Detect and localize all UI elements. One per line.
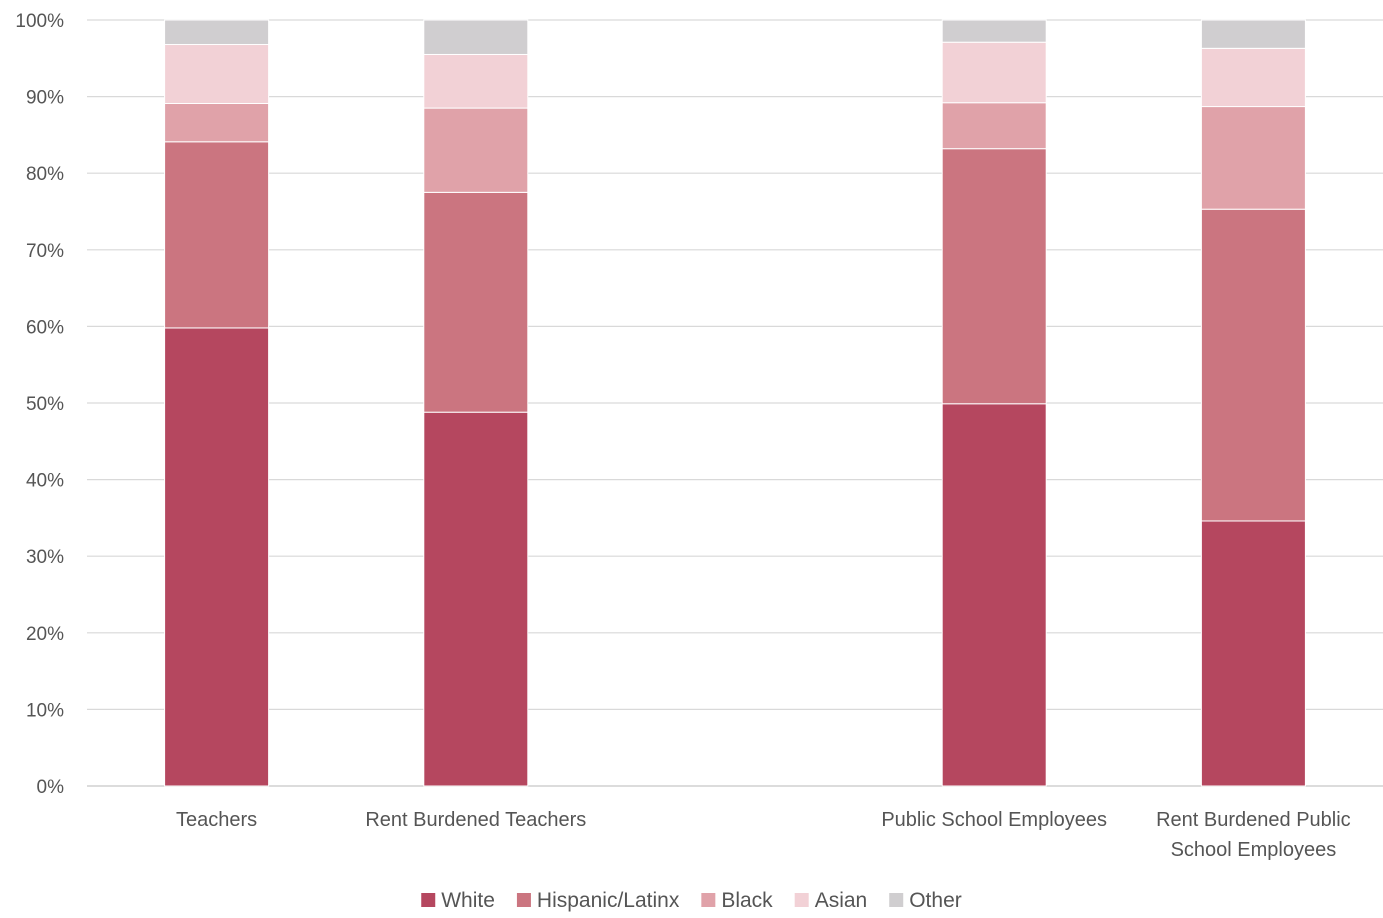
y-tick-label: 60% [26, 317, 64, 338]
legend-swatch-black [701, 893, 716, 907]
bar-segment-other [1200, 19, 1306, 49]
y-tick-label: 50% [26, 394, 64, 415]
bar-segment-other [164, 19, 270, 46]
bar-segment-asian [1200, 47, 1306, 108]
bar-segment-black [164, 102, 270, 143]
legend-label: Hispanic/Latinx [537, 889, 680, 912]
y-tick-label: 10% [26, 700, 64, 721]
bar-segment-white [164, 327, 270, 787]
x-category-label: School Employees [1171, 839, 1337, 861]
x-category-label: Rent Burdened Teachers [365, 809, 586, 831]
y-tick-label: 30% [26, 547, 64, 568]
legend-swatch-other [889, 893, 904, 907]
y-tick-label: 40% [26, 471, 64, 492]
legend-swatch-white [421, 893, 436, 907]
bar-segment-black [941, 102, 1047, 150]
y-tick-label: 0% [37, 777, 65, 798]
legend-label: Black [721, 889, 773, 912]
bar-segment-white [941, 403, 1047, 787]
bar-segment-white [423, 411, 529, 787]
legend-swatch-hispanic-latinx [516, 893, 531, 907]
gridlines [87, 19, 1383, 787]
axes: 0% 10% 20% 30% 40% 50% 60% 70% 80% 90% 100% Teacher… [15, 11, 1350, 861]
legend-swatch-asian [794, 893, 809, 907]
bar-segment-hispanic-latinx [164, 141, 270, 329]
x-category-label: Teachers [176, 809, 257, 831]
bars [164, 19, 1306, 787]
bar-segment-asian [423, 53, 529, 109]
legend-label: Asian [815, 889, 868, 912]
bar-segment-asian [941, 41, 1047, 104]
bar-segment-black [423, 107, 529, 193]
bar-segment-other [941, 19, 1047, 43]
bar-segment-other [423, 19, 529, 55]
y-tick-label: 100% [15, 11, 64, 32]
bar-segment-black [1200, 106, 1306, 210]
legend: White Hispanic/Latinx Black Asian Other [421, 889, 962, 912]
y-tick-label: 20% [26, 624, 64, 645]
bar-segment-hispanic-latinx [941, 148, 1047, 405]
legend-label: White [441, 889, 495, 912]
y-tick-label: 80% [26, 164, 64, 185]
bar-segment-white [1200, 520, 1306, 787]
bar-segment-hispanic-latinx [1200, 208, 1306, 522]
bar-segment-asian [164, 44, 270, 104]
x-category-label: Rent Burdened Public [1156, 809, 1351, 831]
legend-label: Other [909, 889, 962, 912]
y-tick-label: 90% [26, 88, 64, 109]
y-tick-label: 70% [26, 241, 64, 262]
x-category-label: Public School Employees [881, 809, 1107, 831]
bar-segment-hispanic-latinx [423, 191, 529, 413]
